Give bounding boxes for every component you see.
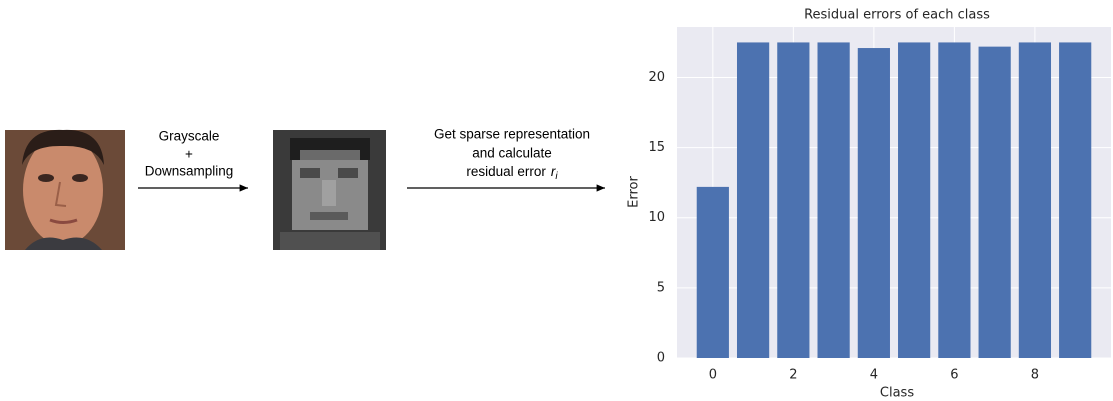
step-label: Grayscale <box>159 129 220 144</box>
y-tick-label: 5 <box>657 280 665 295</box>
step-label: residual error <box>466 164 546 179</box>
step-label: + <box>185 147 193 162</box>
step-label: Get sparse representation <box>434 127 590 142</box>
y-tick-label: 0 <box>657 351 665 366</box>
y-axis-label: Error <box>627 176 642 208</box>
x-tick-label: 6 <box>950 368 958 383</box>
bar <box>697 187 729 358</box>
bar <box>898 42 930 358</box>
bar <box>938 42 970 358</box>
chart: Residual errors of each class Class Erro… <box>627 8 1112 401</box>
grayscale-image <box>273 130 386 250</box>
bar <box>1059 42 1091 358</box>
math-subscript: i <box>555 171 558 182</box>
bar <box>858 48 890 358</box>
face-image <box>5 130 125 250</box>
y-tick-label: 20 <box>648 70 665 85</box>
x-tick-label: 8 <box>1031 368 1039 383</box>
bar <box>777 42 809 358</box>
x-tick-label: 4 <box>870 368 878 383</box>
bar <box>1019 42 1051 358</box>
bar <box>737 42 769 358</box>
x-axis-label: Class <box>880 386 914 401</box>
bar <box>979 47 1011 358</box>
y-tick-label: 15 <box>648 140 665 155</box>
figure: Grayscale + Downsampling Get sparse repr… <box>0 0 1113 401</box>
chart-title: Residual errors of each class <box>804 8 990 23</box>
step-label: Downsampling <box>145 164 234 179</box>
x-tick-label: 2 <box>789 368 797 383</box>
x-tick-label: 0 <box>709 368 717 383</box>
y-tick-label: 10 <box>648 210 665 225</box>
bar <box>818 42 850 358</box>
step-label: and calculate <box>472 146 552 161</box>
